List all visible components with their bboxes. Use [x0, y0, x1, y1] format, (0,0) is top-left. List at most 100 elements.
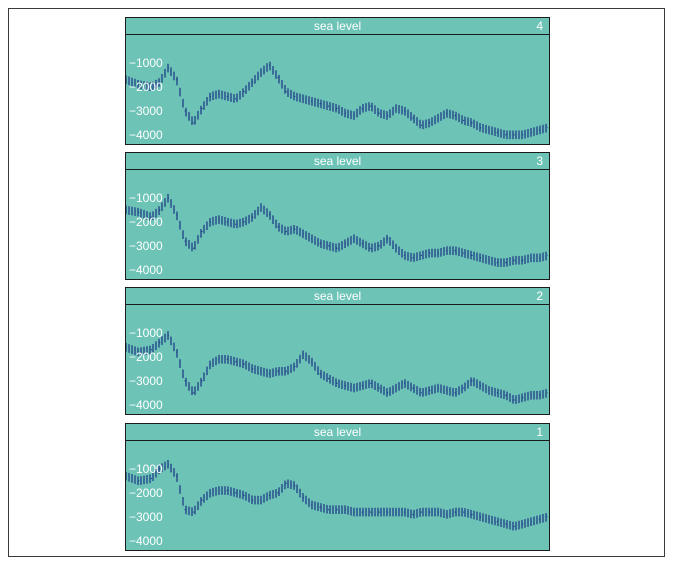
y-tick-label: −2000 — [129, 350, 163, 364]
data-point — [176, 351, 178, 353]
data-point — [150, 86, 152, 88]
data-point — [547, 516, 548, 518]
panel-number: 4 — [536, 19, 543, 33]
data-point — [209, 221, 211, 223]
data-point — [235, 223, 237, 225]
data-point — [218, 93, 220, 95]
data-point — [344, 509, 347, 511]
data-point — [547, 127, 548, 129]
data-point — [268, 214, 271, 216]
data-point — [429, 389, 431, 392]
data-point — [201, 380, 203, 382]
plot-area: −1000 −2000 −3000 −4000 — [126, 441, 548, 550]
data-point — [471, 380, 473, 382]
data-point — [159, 468, 161, 470]
data-point — [138, 211, 140, 213]
data-point — [370, 382, 372, 384]
data-point — [159, 209, 161, 211]
data-point — [420, 392, 422, 394]
data-point — [192, 247, 195, 249]
data-point — [294, 485, 296, 487]
panel-title: sea level — [313, 19, 362, 33]
data-point — [184, 240, 186, 242]
data-point — [446, 112, 448, 114]
data-point — [463, 511, 465, 513]
data-point — [126, 346, 127, 348]
data-point — [176, 79, 178, 81]
y-tick-label: −4000 — [129, 398, 163, 412]
data-point — [378, 511, 380, 513]
data-point — [513, 525, 515, 528]
data-point — [454, 250, 456, 252]
data-point — [184, 380, 186, 382]
data-point — [378, 387, 380, 389]
data-point — [201, 499, 203, 501]
data-point — [277, 226, 279, 228]
data-point — [201, 107, 203, 110]
data-point — [184, 110, 186, 112]
data-point — [336, 247, 338, 249]
data-point — [538, 518, 541, 520]
data-point — [454, 511, 456, 513]
data-point — [226, 358, 228, 360]
data-point — [226, 489, 228, 492]
data-point — [437, 511, 439, 513]
data-point — [311, 238, 313, 240]
data-point — [209, 363, 211, 365]
data-point — [471, 254, 473, 257]
data-point — [285, 482, 287, 484]
data-point — [126, 79, 127, 81]
data-point — [167, 197, 169, 199]
data-point — [260, 499, 262, 501]
data-point — [226, 95, 228, 98]
panel-header: sea level 1 — [126, 424, 549, 441]
data-point — [505, 394, 507, 396]
data-point — [336, 382, 338, 384]
data-point — [403, 511, 406, 513]
data-point — [488, 259, 490, 261]
data-point — [412, 117, 414, 119]
data-point — [311, 504, 313, 506]
data-point — [496, 131, 498, 134]
data-point — [403, 254, 406, 257]
data-point — [311, 100, 313, 102]
data-point — [479, 127, 482, 129]
data-point — [488, 389, 490, 392]
data-point — [327, 105, 330, 107]
data-point — [496, 521, 498, 523]
y-tick-label: −3000 — [129, 104, 163, 118]
y-tick-label: −4000 — [129, 534, 163, 548]
data-point — [463, 387, 465, 389]
data-point — [235, 98, 237, 100]
data-point — [395, 387, 397, 389]
data-point — [252, 368, 254, 370]
data-point — [454, 392, 456, 394]
data-point — [327, 509, 330, 511]
data-point — [353, 511, 355, 513]
data-point — [479, 257, 482, 259]
data-point — [522, 134, 524, 136]
data-point — [395, 247, 397, 249]
data-point — [479, 385, 482, 387]
data-point — [446, 389, 448, 392]
data-point — [192, 122, 195, 124]
data-point — [361, 511, 363, 513]
data-point — [471, 513, 473, 516]
data-point — [420, 254, 422, 257]
data-point — [226, 221, 228, 223]
data-point — [530, 394, 532, 396]
data-point — [353, 115, 355, 117]
data-point — [463, 252, 465, 254]
data-point — [302, 98, 304, 100]
y-tick-label: −1000 — [129, 326, 163, 340]
data-point — [319, 506, 321, 508]
data-point — [530, 131, 532, 134]
data-point — [235, 492, 237, 494]
panel-title: sea level — [313, 289, 362, 303]
data-point — [302, 233, 304, 235]
data-point — [429, 252, 431, 254]
data-point — [302, 353, 304, 356]
data-point — [387, 511, 389, 513]
y-tick-label: −4000 — [129, 263, 163, 277]
data-point — [454, 115, 456, 117]
